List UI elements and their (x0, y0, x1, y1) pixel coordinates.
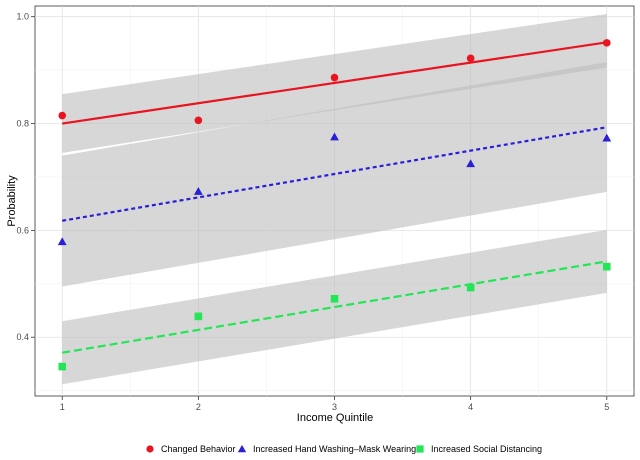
fit-line (62, 41, 607, 125)
data-point (194, 116, 203, 125)
data-point (602, 39, 611, 47)
data-point (466, 283, 475, 292)
data-point (57, 237, 67, 246)
legend: Changed Behavior Increased Hand Washing–M… (146, 444, 542, 454)
x-tick-label: 3 (332, 402, 337, 412)
data-point (194, 312, 203, 321)
y-axis-title: Probability (6, 175, 18, 227)
data-point (602, 262, 611, 271)
fit-lines (62, 41, 607, 354)
x-tick-label: 4 (468, 402, 473, 412)
y-tick-label: 1.0 (16, 12, 29, 22)
data-point (602, 133, 612, 142)
legend-label: Changed Behavior (161, 444, 236, 454)
data-point (58, 362, 67, 371)
legend-key (146, 445, 154, 453)
data-point (58, 111, 67, 120)
data-point (466, 159, 476, 168)
x-tick-label: 2 (196, 402, 201, 412)
legend-label: Increased Social Distancing (431, 444, 542, 454)
y-tick-label: 0.4 (16, 332, 29, 342)
y-tick-label: 0.8 (16, 119, 29, 129)
x-tick-label: 5 (604, 402, 609, 412)
data-point (466, 54, 475, 63)
legend-key (416, 445, 424, 453)
data-point (193, 187, 203, 195)
data-point (330, 294, 339, 303)
axes: 1 2 3 4 5 0.4 0.6 0.8 1.0 (16, 12, 609, 412)
fit-line (62, 126, 607, 222)
data-points (57, 39, 612, 371)
x-tick-label: 1 (60, 402, 65, 412)
legend-key (237, 444, 247, 453)
y-tick-label: 0.6 (16, 225, 29, 235)
data-point (330, 132, 339, 141)
legend-label: Increased Hand Washing–Mask Wearing (253, 444, 416, 454)
x-axis-title: Income Quintile (297, 412, 373, 424)
data-point (330, 73, 339, 82)
fit-line (62, 260, 607, 354)
